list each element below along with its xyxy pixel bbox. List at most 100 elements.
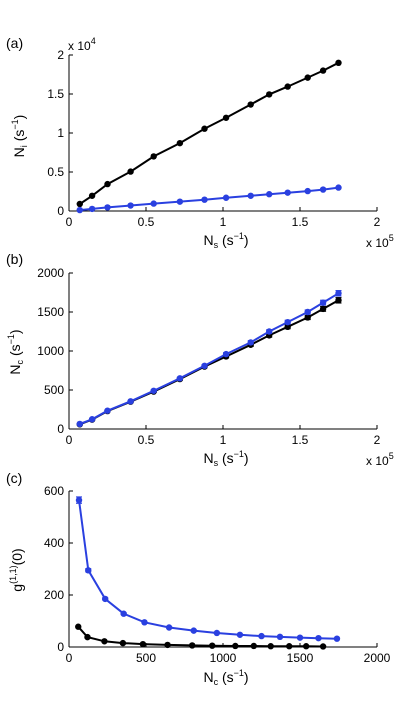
data-point-0 (75, 623, 82, 630)
data-point-1 (315, 634, 322, 642)
data-point-1 (88, 416, 96, 423)
data-point-0 (150, 153, 157, 160)
y-tick-label: 0.5 (47, 165, 64, 179)
x-tick-label: 2 (374, 433, 381, 447)
data-point-0 (284, 83, 291, 90)
data-point-1 (236, 631, 244, 638)
data-point-1 (335, 290, 342, 297)
data-point-1 (284, 318, 291, 326)
panel-c: (c) Nc (s−1) g(1,1)(0) 0 500 1000 1500 2000 0… (6, 470, 391, 687)
data-point-1 (335, 184, 342, 191)
data-point-0 (119, 639, 127, 647)
x-tick-label: 500 (136, 651, 156, 665)
y-tick-label: 400 (44, 536, 64, 550)
data-point-0 (189, 642, 196, 649)
data-point-1 (75, 496, 83, 504)
x-tick-label: 2 (374, 215, 381, 229)
data-point-1 (258, 632, 265, 640)
y-tick-label: 200 (44, 588, 64, 602)
x-tick-label: 0 (66, 433, 73, 447)
data-point-0 (209, 642, 216, 649)
data-point-0 (88, 192, 96, 199)
panel-a: (a) x 104 x 105 Ns (s−1) Ni (s−1) 0 0.5 1 1… (6, 35, 394, 250)
data-point-0 (139, 640, 147, 648)
x-tick-label: 1 (220, 433, 227, 447)
x-tick-label: 1000 (210, 651, 237, 665)
series-line-1 (78, 499, 338, 640)
data-point-0 (266, 91, 273, 98)
data-point-1 (266, 328, 273, 335)
y-tick-label: 500 (44, 383, 64, 397)
x-tick-label: 1500 (287, 651, 314, 665)
data-point-1 (201, 196, 208, 203)
data-point-0 (284, 323, 291, 331)
series-line-1 (79, 186, 339, 212)
x-tick-label: 0 (66, 651, 73, 665)
x-tick-label: 0.5 (138, 215, 155, 229)
data-point-0 (319, 305, 327, 313)
y-multiplier: x 104 (68, 36, 96, 53)
data-point-1 (150, 200, 157, 207)
data-point-1 (319, 299, 327, 306)
data-point-1 (104, 204, 111, 211)
data-point-0 (201, 125, 208, 132)
data-point-1 (120, 610, 127, 617)
y-tick-label: 1.5 (47, 87, 64, 101)
data-point-0 (222, 114, 230, 121)
data-point-1 (213, 629, 221, 637)
y-axis-label: g(1,1)(0) (8, 548, 25, 591)
data-point-1 (141, 619, 148, 626)
x-tick-label: 0 (66, 215, 73, 229)
data-point-1 (333, 635, 341, 642)
y-tick-label: 2 (57, 48, 64, 62)
x-multiplier: x 105 (366, 233, 394, 250)
x-tick-label: 1.5 (292, 433, 309, 447)
y-tick-label: 0 (57, 204, 64, 218)
data-point-1 (304, 308, 311, 316)
x-tick-label: 2000 (364, 651, 391, 665)
data-point-1 (222, 350, 230, 358)
x-tick-label: 1.5 (292, 215, 309, 229)
x-multiplier: x 105 (366, 451, 394, 468)
data-point-1 (88, 205, 96, 213)
panel-b: (b) x 105 Ns (s−1) Nc (s−1) 0 0.5 1 1.5 2 0 50… (6, 251, 394, 468)
data-point-0 (286, 643, 293, 650)
data-point-0 (101, 638, 108, 645)
data-point-1 (104, 407, 111, 414)
data-point-0 (304, 74, 311, 81)
x-axis-label: Nc (s−1) (203, 668, 248, 687)
data-point-1 (276, 633, 284, 641)
y-axis-label: Nc (s−1) (6, 329, 25, 374)
data-point-1 (247, 339, 254, 346)
data-point-0 (84, 633, 91, 641)
panel-label: (b) (6, 251, 23, 267)
data-point-1 (319, 186, 327, 193)
x-tick-label: 0.5 (138, 433, 155, 447)
y-tick-label: 1500 (37, 305, 64, 319)
data-point-0 (267, 643, 274, 650)
y-tick-label: 1000 (37, 344, 64, 358)
data-point-1 (284, 189, 291, 196)
data-point-1 (266, 191, 273, 198)
panel-label: (c) (6, 470, 22, 486)
data-point-0 (104, 180, 111, 188)
data-point-1 (190, 627, 197, 634)
y-tick-label: 0 (57, 422, 64, 436)
data-point-1 (76, 206, 83, 214)
y-tick-label: 1 (57, 126, 64, 140)
data-point-0 (335, 59, 342, 66)
series-line-0 (79, 61, 339, 205)
data-point-1 (201, 362, 208, 370)
data-point-0 (232, 642, 239, 650)
y-tick-label: 0 (57, 640, 64, 654)
data-point-1 (85, 567, 92, 574)
data-point-0 (304, 314, 311, 321)
data-point-0 (76, 200, 83, 208)
data-point-1 (247, 192, 254, 199)
panel-label: (a) (6, 35, 23, 51)
data-point-1 (304, 187, 311, 195)
data-point-1 (222, 194, 230, 201)
data-point-1 (76, 420, 83, 428)
x-axis-label: Ns (s−1) (203, 231, 248, 250)
data-point-1 (150, 387, 157, 394)
